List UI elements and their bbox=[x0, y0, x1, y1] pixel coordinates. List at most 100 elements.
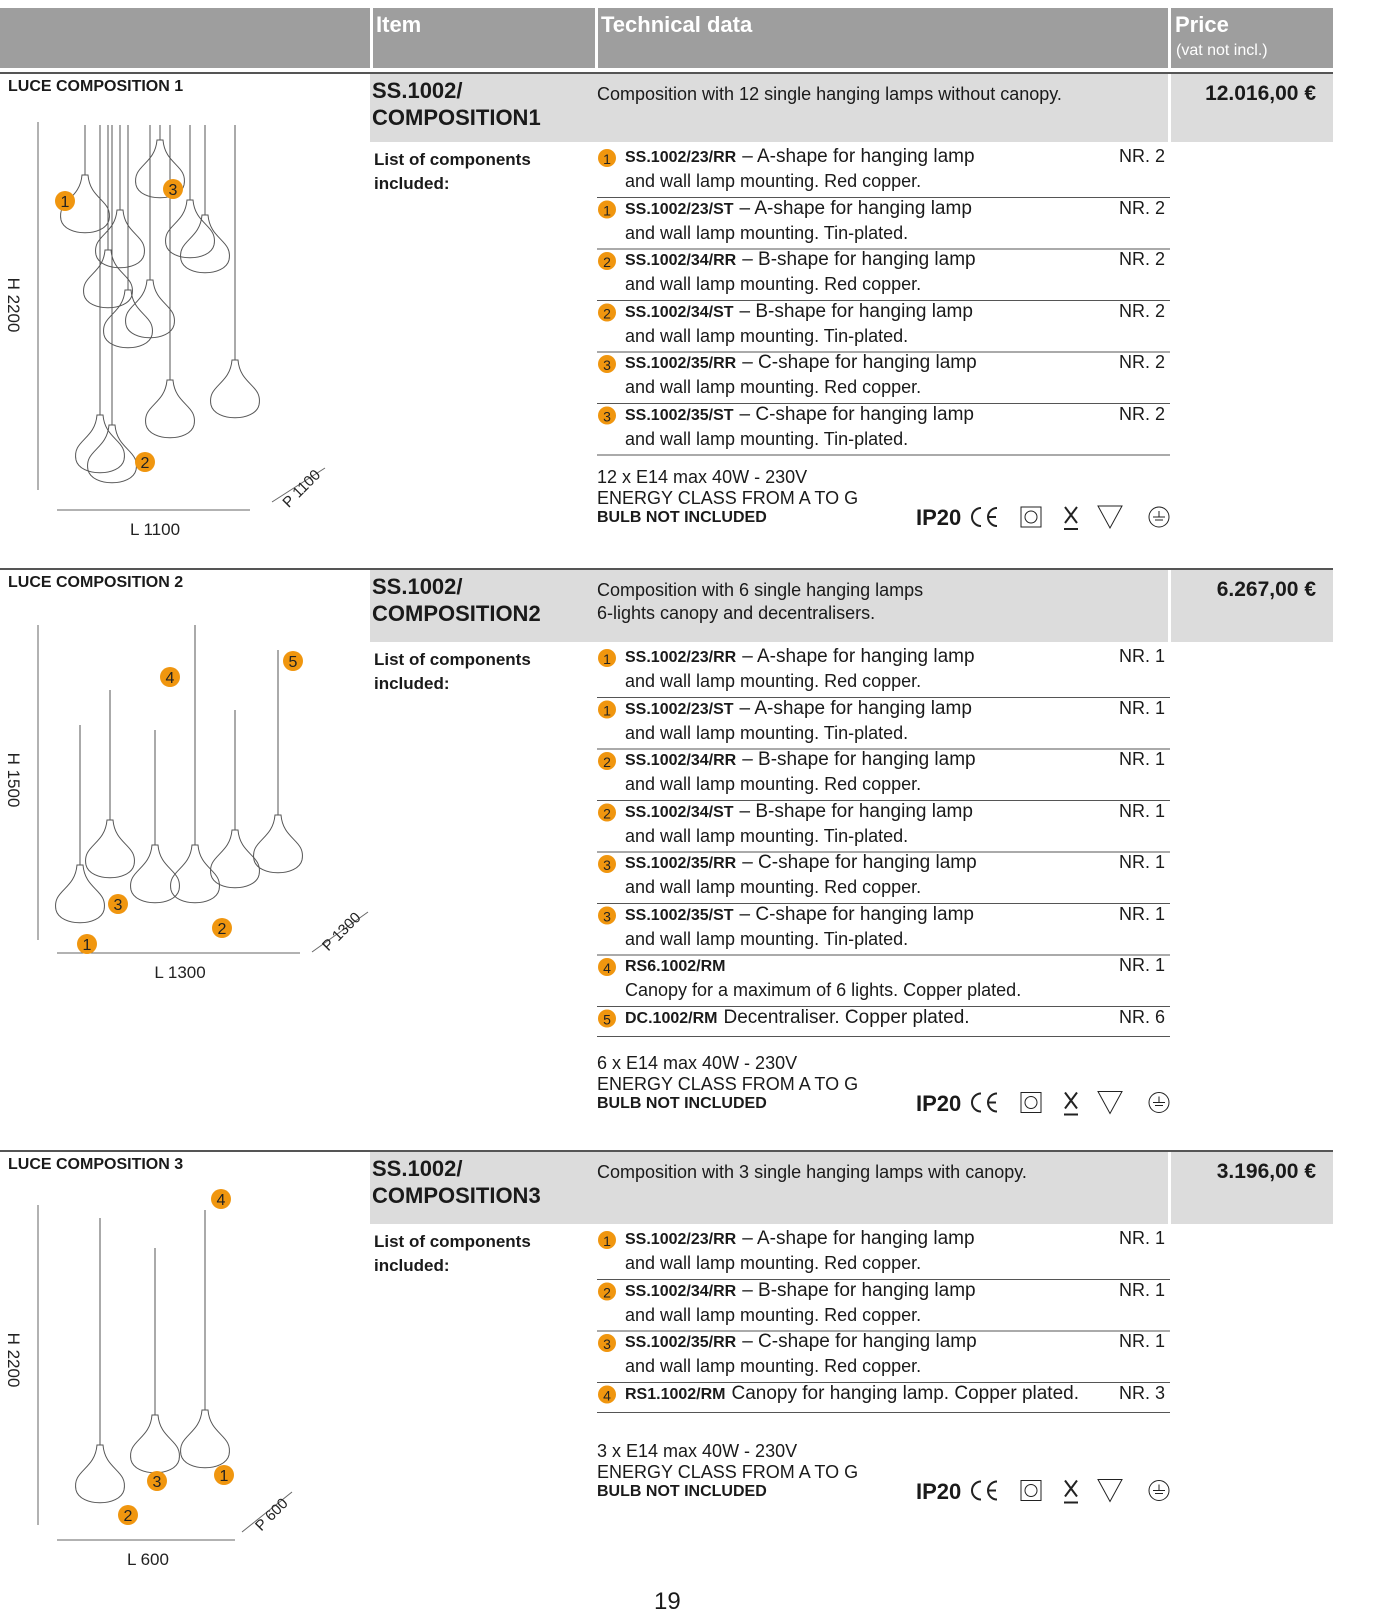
icon bbox=[1020, 506, 1042, 528]
item-band bbox=[370, 570, 1333, 642]
description: 6-lights canopy and decentralisers. bbox=[597, 603, 876, 623]
item-code: COMPOSITION2 bbox=[372, 601, 541, 626]
component-text: – B-shape for hanging lamp bbox=[742, 749, 976, 770]
icon bbox=[1153, 511, 1165, 521]
spec: 6 x E14 max 40W - 230V bbox=[597, 1052, 798, 1073]
marker-number: 3 bbox=[153, 1474, 162, 1491]
component-text-2: and wall lamp mounting. Tin-plated. bbox=[625, 722, 909, 743]
component-code: SS.1002/23/ST bbox=[625, 700, 734, 718]
dimension-height: H 1500 bbox=[4, 753, 23, 808]
section-rule bbox=[0, 72, 1333, 74]
price: 3.196,00 € bbox=[1216, 1160, 1316, 1183]
price-divider bbox=[1168, 74, 1171, 142]
component-qty: NR. 2 bbox=[1119, 249, 1166, 269]
spec: ENERGY CLASS FROM A TO G bbox=[597, 1073, 859, 1094]
marker bbox=[598, 1231, 616, 1249]
header-divider bbox=[1168, 8, 1171, 68]
marker-number: 4 bbox=[603, 960, 611, 976]
icon bbox=[1097, 505, 1123, 530]
component-text: – A-shape for hanging lamp bbox=[742, 1228, 975, 1249]
lamp-bulb bbox=[55, 864, 105, 924]
marker-number: 5 bbox=[289, 654, 298, 671]
marker-number: 1 bbox=[61, 194, 70, 211]
component-code: SS.1002/23/ST bbox=[625, 200, 734, 218]
marker bbox=[598, 355, 616, 373]
marker bbox=[160, 667, 180, 687]
lamp-bulb bbox=[75, 1444, 125, 1504]
ce-mark bbox=[971, 507, 998, 527]
marker bbox=[118, 1505, 138, 1525]
item-code: SS.1002/ bbox=[372, 1156, 463, 1181]
component-text-2: and wall lamp mounting. Tin-plated. bbox=[625, 825, 909, 846]
marker-number: 1 bbox=[220, 1468, 229, 1485]
marker bbox=[163, 179, 183, 199]
component-code: SS.1002/23/RR bbox=[625, 1231, 737, 1248]
marker-number: 3 bbox=[603, 357, 611, 373]
marker bbox=[598, 958, 616, 976]
icon bbox=[1148, 506, 1170, 528]
component-text-2: and wall lamp mounting. Tin-plated. bbox=[625, 325, 909, 346]
lamp-bulb bbox=[83, 249, 133, 309]
lamp-bulb bbox=[85, 819, 135, 879]
components-label: List of components included: bbox=[374, 650, 531, 693]
components-label: List of components included: bbox=[374, 1232, 531, 1275]
item-code: SS.1002/ bbox=[372, 78, 463, 103]
lamp-bulb bbox=[165, 199, 215, 259]
component-line: SS.1002/34/ST – B-shape for hanging lamp bbox=[625, 301, 973, 323]
component-text: Canopy for hanging lamp. Copper plated. bbox=[731, 1382, 1080, 1404]
marker-number: 2 bbox=[141, 455, 150, 472]
lamp-bulb bbox=[210, 829, 260, 889]
dimension-line bbox=[311, 911, 369, 953]
component-qty: NR. 2 bbox=[1119, 300, 1166, 321]
header-divider bbox=[595, 8, 598, 68]
marker-number: 1 bbox=[603, 651, 611, 667]
component-code: SS.1002/34/RR bbox=[625, 1282, 737, 1300]
component-line: SS.1002/23/ST – A-shape for hanging lamp bbox=[625, 198, 972, 220]
component-text: – A-shape for hanging lamp bbox=[739, 197, 972, 219]
marker bbox=[283, 651, 303, 671]
description: Composition with 3 single hanging lamps … bbox=[597, 1162, 1027, 1182]
marker bbox=[135, 452, 155, 472]
component-text-2: and wall lamp mounting. Tin-plated. bbox=[625, 928, 909, 949]
component-line: DC.1002/RM Decentraliser. Copper plated. bbox=[625, 1007, 970, 1029]
icon bbox=[1148, 1480, 1170, 1501]
price-divider bbox=[1168, 570, 1171, 642]
item-band bbox=[370, 1152, 1333, 1224]
icon bbox=[1020, 1480, 1042, 1501]
icon bbox=[1024, 510, 1038, 524]
component-line: SS.1002/34/RR – B-shape for hanging lamp bbox=[625, 1280, 976, 1302]
lamp-bulb bbox=[145, 379, 195, 439]
marker bbox=[598, 1385, 616, 1404]
component-line: SS.1002/34/RR – B-shape for hanging lamp bbox=[625, 749, 976, 771]
marker bbox=[211, 1189, 231, 1209]
bulb-note: BULB NOT INCLUDED bbox=[597, 1094, 767, 1112]
component-text: Decentraliser. Copper plated. bbox=[723, 1006, 970, 1028]
component-qty: NR. 1 bbox=[1119, 800, 1166, 821]
component-qty: NR. 2 bbox=[1119, 352, 1166, 372]
component-qty: NR. 1 bbox=[1119, 1331, 1166, 1351]
lamp-bulb bbox=[135, 139, 185, 199]
component-code: SS.1002/35/RR bbox=[625, 855, 737, 872]
component-text-2: and wall lamp mounting. Tin-plated. bbox=[625, 428, 909, 449]
icon bbox=[1020, 1092, 1042, 1113]
component-line: SS.1002/34/ST – B-shape for hanging lamp bbox=[625, 801, 973, 823]
lamp-bulb bbox=[180, 214, 230, 274]
bulb-note: BULB NOT INCLUDED bbox=[597, 509, 767, 526]
header-item: Item bbox=[376, 12, 422, 37]
component-text: – A-shape for hanging lamp bbox=[742, 146, 975, 167]
component-code: SS.1002/23/RR bbox=[625, 149, 737, 166]
component-text-2: and wall lamp mounting. Red copper. bbox=[625, 274, 922, 294]
component-qty: NR. 1 bbox=[1119, 697, 1166, 718]
lamp-bulb bbox=[95, 209, 145, 269]
description: Composition with 6 single hanging lamps bbox=[597, 580, 924, 600]
marker bbox=[598, 700, 616, 719]
marker-number: 3 bbox=[603, 857, 611, 873]
component-qty: NR. 1 bbox=[1119, 852, 1166, 872]
component-text: – C-shape for hanging lamp bbox=[742, 852, 977, 873]
component-line: SS.1002/23/RR – A-shape for hanging lamp bbox=[625, 646, 975, 668]
component-line: SS.1002/35/RR – C-shape for hanging lamp bbox=[625, 1331, 977, 1353]
marker bbox=[598, 752, 616, 770]
icon bbox=[1024, 1096, 1038, 1109]
marker-number: 3 bbox=[603, 409, 611, 425]
